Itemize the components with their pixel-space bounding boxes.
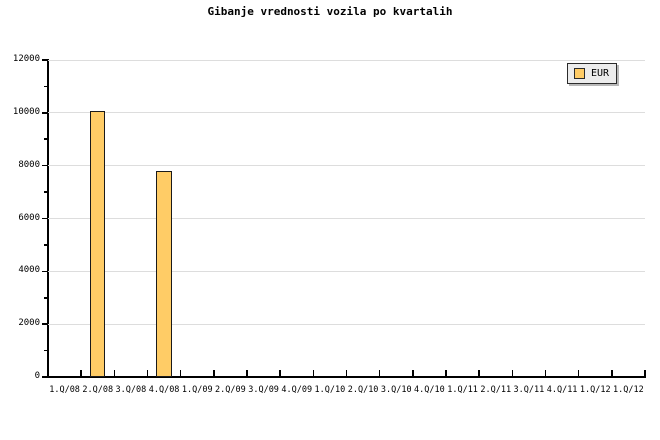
x-axis-tick: [213, 370, 215, 377]
y-axis-tick: [42, 59, 47, 61]
y-axis-tick-label: 2000: [18, 318, 40, 329]
x-axis-tick-label: 4.Q/08: [148, 385, 180, 395]
x-axis-tick-label: 3.Q/10: [380, 385, 412, 395]
y-axis-minor-tick: [44, 85, 48, 88]
legend-swatch-eur: [574, 68, 585, 79]
x-axis-tick: [611, 370, 613, 377]
plot-area: [48, 59, 645, 377]
x-axis-tick-label: 2.Q/09: [215, 385, 246, 395]
x-axis-tick: [146, 370, 149, 377]
y-axis-tick-label: 8000: [18, 159, 40, 170]
x-axis-tick-label: 1.Q/08: [49, 385, 80, 395]
chart-title: Gibanje vrednosti vozila po kvartalih: [207, 5, 453, 18]
x-axis-tick-label: 2.Q/11: [480, 385, 512, 395]
gridline: [48, 59, 645, 61]
x-axis-tick-label: 3.Q/11: [513, 385, 545, 395]
x-axis-tick: [345, 370, 348, 377]
x-axis-tick-label: 3.Q/08: [115, 385, 147, 395]
chart-legend[interactable]: EUR: [567, 63, 618, 84]
y-axis-tick-label: 10000: [12, 106, 40, 117]
x-axis-tick-label: 3.Q/09: [248, 385, 279, 395]
x-axis-tick-label: 4.Q/09: [281, 385, 313, 395]
gridline: [48, 112, 645, 114]
x-axis-tick-label: 2.Q/08: [82, 385, 114, 395]
x-axis-tick-label: 1.Q/12: [579, 385, 611, 395]
x-axis-tick: [179, 370, 182, 377]
bar[interactable]: [156, 170, 172, 377]
y-axis-line: [47, 59, 49, 378]
x-axis-tick: [478, 370, 480, 377]
y-axis-tick-label: 0: [34, 371, 40, 381]
x-axis-tick: [544, 370, 547, 377]
y-axis-tick: [42, 376, 47, 378]
x-axis-tick: [113, 370, 116, 377]
y-axis-minor-tick: [44, 191, 48, 193]
x-axis-tick: [644, 370, 646, 377]
x-axis-tick-label: 4.Q/11: [546, 385, 578, 395]
gridline: [48, 218, 645, 219]
x-axis-tick: [412, 370, 414, 377]
x-axis-tick: [445, 370, 447, 377]
y-axis-tick: [42, 270, 47, 273]
gridline: [48, 165, 645, 167]
x-axis-tick-label: 1.Q/09: [181, 385, 213, 395]
x-axis-tick: [80, 370, 82, 377]
y-axis-labels: 0 2000 4000 6000 8000 10000 12000: [0, 0, 40, 440]
x-axis-tick: [511, 370, 514, 377]
y-axis-tick: [42, 217, 47, 220]
x-axis-tick: [378, 370, 381, 377]
y-axis-tick-label: 12000: [12, 54, 40, 64]
y-axis-tick: [42, 323, 47, 325]
x-axis-tick-label: 2.Q/10: [347, 385, 379, 395]
y-axis-tick-label: 6000: [18, 212, 40, 223]
x-axis-tick: [312, 370, 315, 377]
y-axis-tick-label: 4000: [18, 265, 40, 276]
y-axis-tick: [42, 164, 47, 167]
x-axis-tick-label: 1.Q/12: [613, 385, 644, 395]
x-axis-tick-label: 1.Q/11: [447, 385, 478, 395]
y-axis-minor-tick: [44, 349, 48, 352]
y-axis-tick: [42, 112, 47, 114]
x-axis-tick: [577, 370, 580, 377]
y-axis-minor-tick: [44, 296, 48, 299]
gridline: [48, 270, 645, 272]
x-axis-tick-label: 4.Q/10: [414, 385, 445, 395]
x-axis-tick: [279, 370, 281, 377]
bar[interactable]: [90, 110, 106, 377]
gridline: [48, 323, 645, 325]
x-axis-tick: [246, 370, 248, 377]
y-axis-minor-tick: [44, 138, 48, 141]
y-axis-minor-tick: [44, 244, 48, 246]
x-axis-tick-label: 1.Q/10: [314, 385, 346, 395]
legend-label-eur: EUR: [591, 68, 610, 79]
